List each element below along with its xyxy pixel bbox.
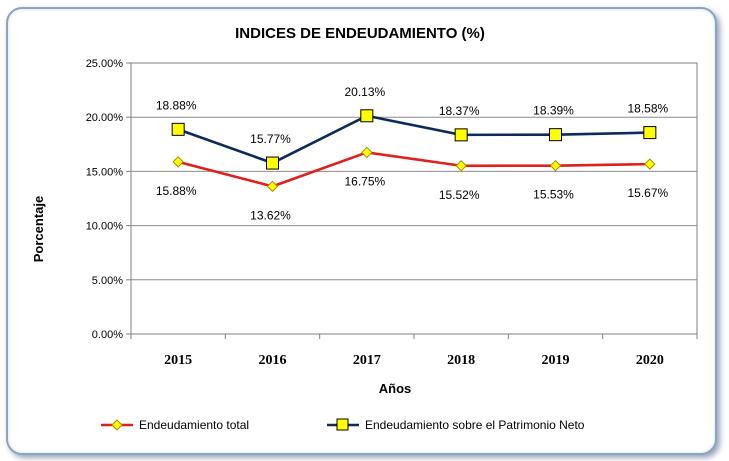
x-axis-label: Años xyxy=(379,381,412,396)
series-marker-square xyxy=(171,122,185,136)
data-label: 15.52% xyxy=(439,188,480,202)
series-marker-diamond xyxy=(644,158,656,170)
y-axis-ticks: 0.00% 5.00% 10.00% 15.00% 20.00% 25.00% xyxy=(86,58,131,341)
gridlines xyxy=(131,116,697,281)
x-tick-label: 2015 xyxy=(164,353,192,368)
series-line-0 xyxy=(177,151,650,188)
y-tick-label: 10.00% xyxy=(86,221,124,233)
x-tick-label: 2016 xyxy=(259,353,287,368)
x-tick-label: 2018 xyxy=(447,353,475,368)
x-tick-label: 2019 xyxy=(542,353,570,368)
data-label: 15.88% xyxy=(156,184,197,198)
chart-title: INDICES DE ENDEUDAMIENTO (%) xyxy=(235,25,485,42)
legend: Endeudamiento total Endeudamiento sobre … xyxy=(101,418,585,432)
series-marker-square xyxy=(454,128,468,142)
series-marker-square xyxy=(266,156,279,170)
y-tick-label: 5.00% xyxy=(92,275,123,287)
data-label: 18.88% xyxy=(156,98,197,112)
y-tick-label: 25.00% xyxy=(86,58,124,70)
data-label: 20.13% xyxy=(344,85,385,99)
data-label: 15.77% xyxy=(250,132,291,146)
legend-item-series-0: Endeudamiento total xyxy=(101,418,249,432)
data-label: 18.58% xyxy=(627,102,668,116)
series-marker-square xyxy=(643,126,657,140)
data-label: 15.53% xyxy=(533,188,574,202)
legend-label: Endeudamiento total xyxy=(139,418,249,432)
series-marker-diamond xyxy=(549,159,562,172)
data-label: 18.37% xyxy=(439,104,480,118)
series-layer xyxy=(171,109,657,193)
legend-label: Endeudamiento sobre el Patrimonio Neto xyxy=(365,418,585,432)
x-tick-label: 2020 xyxy=(636,353,664,368)
x-tick-label: 2017 xyxy=(353,353,381,368)
y-tick-label: 20.00% xyxy=(86,112,124,124)
legend-marker-square xyxy=(336,418,349,431)
series-marker-diamond xyxy=(455,160,467,172)
data-label: 18.39% xyxy=(533,104,574,118)
data-labels: 15.88% 13.62% 16.75% 15.52% 15.53% 15.67% 18.8… xyxy=(156,85,669,223)
series-marker-diamond xyxy=(266,180,279,193)
series-marker-diamond xyxy=(361,146,373,159)
y-axis-label: Porcentaje xyxy=(31,196,46,262)
data-label: 15.67% xyxy=(627,186,668,200)
series-line-1 xyxy=(177,114,650,165)
y-tick-label: 15.00% xyxy=(86,166,124,178)
data-label: 13.62% xyxy=(250,208,291,222)
series-marker-diamond xyxy=(172,156,184,168)
series-marker-square xyxy=(360,109,374,123)
x-axis-ticks: 2015 2016 2017 2018 2019 2020 xyxy=(130,334,698,368)
plot-area xyxy=(130,62,698,335)
y-tick-label: 0.00% xyxy=(92,329,123,341)
legend-marker-diamond xyxy=(111,419,123,431)
legend-item-series-1: Endeudamiento sobre el Patrimonio Neto xyxy=(327,418,585,432)
data-label: 16.75% xyxy=(344,174,385,188)
series-marker-square xyxy=(549,128,562,142)
